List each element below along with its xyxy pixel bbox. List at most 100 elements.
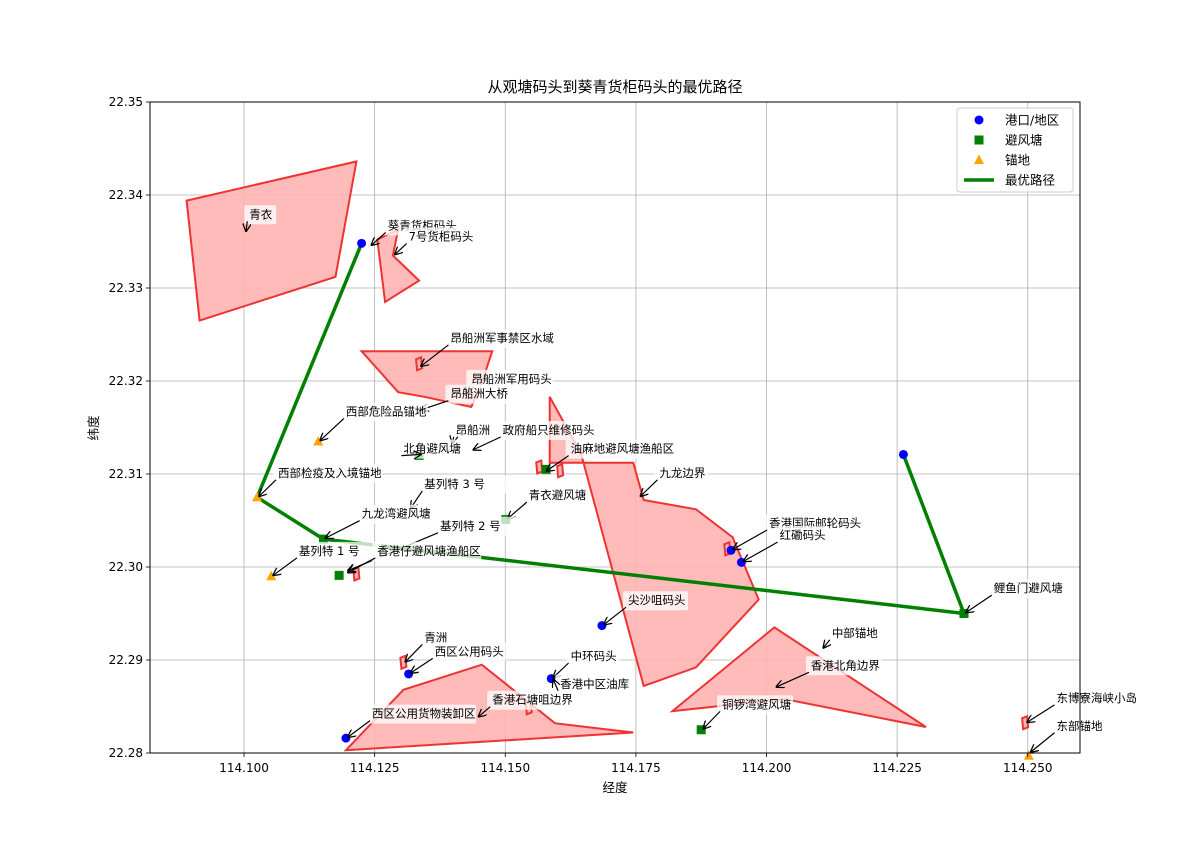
annotation-label: 7号货柜码头 (409, 230, 474, 244)
y-tick-label: 22.28 (109, 746, 143, 760)
axis-ticks: 114.100 114.125 114.150 114.175 114.200 114.2… (109, 95, 1053, 775)
annotation-arrow (405, 643, 423, 661)
annotation-arrow (259, 479, 277, 496)
anchorage-marker (313, 435, 324, 446)
annotation-label: 油麻地避风塘渔船区 (571, 442, 675, 456)
annotation-label: 香港中区油库 (560, 677, 629, 691)
annotation-label: 九龙湾避风塘 (362, 507, 431, 521)
annotation-box (244, 205, 277, 225)
port-marker (898, 449, 908, 459)
annotation-box (1051, 716, 1106, 736)
annotation-box (367, 704, 477, 724)
annotation-box (774, 526, 829, 546)
annotation-box (450, 421, 494, 441)
annotation-label: 西区公用码头 (435, 644, 504, 658)
annotation-arrow (508, 501, 528, 518)
y-tick-label: 22.34 (109, 188, 143, 202)
annotation-label: 尖沙咀码头 (628, 593, 686, 607)
annotation-box (429, 642, 506, 662)
annotation-arrow (604, 606, 627, 624)
y-tick-label: 22.31 (109, 467, 143, 481)
annotation-label: 青衣 (249, 207, 272, 221)
small-restricted-zone (535, 459, 544, 475)
port-marker (597, 621, 607, 631)
x-tick-label: 114.250 (1003, 761, 1053, 775)
annotation-label: 北角避风塘 (403, 442, 461, 456)
annotation-arrow (1027, 704, 1055, 722)
annotation-arrow (411, 657, 434, 673)
annotation-label: 中部锚地 (832, 626, 878, 640)
annotation-arrow (1031, 732, 1055, 752)
port-marker (726, 545, 736, 555)
annotation-arrow (273, 557, 298, 575)
annotation-box (555, 674, 632, 694)
annotation-label: 香港仔避风塘渔船区 (377, 544, 481, 558)
annotation-label: 西部危险品锚地 (346, 404, 427, 418)
x-tick-label: 114.225 (872, 761, 922, 775)
annotation-arrow (733, 529, 768, 549)
annotation-label: 基列特 2 号 (440, 519, 501, 533)
x-tick-label: 114.100 (219, 761, 269, 775)
y-tick-label: 22.29 (109, 653, 143, 667)
restricted-zone (548, 396, 760, 688)
annotation-label: 中环码头 (571, 649, 617, 663)
annotation-label: 政府船只维修码头 (503, 423, 595, 437)
annotation-label: 九龙边界 (659, 466, 705, 480)
annotation-arrow (401, 454, 421, 455)
annotation-arrow (348, 720, 371, 737)
annotation-arrow (479, 706, 491, 717)
annotation-box (1051, 688, 1139, 708)
annotation-box (654, 463, 709, 483)
annotations: 青衣葵青货柜码头7号货柜码头昂船洲军事禁区水域昂船洲军用码头昂船洲大桥西部危险品… (244, 205, 1139, 752)
annotation-box (805, 656, 882, 676)
annotation-label: 青衣避风塘 (529, 488, 587, 502)
annotation-box (340, 402, 428, 422)
y-axis-label: 纬度 (86, 415, 101, 441)
anchorage-marker (266, 570, 277, 581)
annotation-arrow (743, 541, 778, 561)
annotation-label: 鲤鱼门避风塘 (994, 581, 1063, 595)
annotation-arrow (703, 710, 721, 728)
legend-anchorage-swatch (974, 154, 984, 164)
anchorage-marker (252, 491, 263, 502)
legend-label: 避风塘 (1005, 133, 1043, 148)
annotation-box (445, 328, 555, 348)
x-tick-label: 114.125 (350, 761, 400, 775)
annotation-box (717, 695, 794, 715)
annotation-box (623, 591, 689, 611)
shelter-marker (334, 570, 344, 580)
x-axis-label: 经度 (602, 780, 628, 795)
legend-label: 锚地 (1005, 153, 1031, 168)
annotation-box (293, 541, 381, 561)
anchorage-marker (1023, 750, 1034, 760)
annotation-label: 香港北角边界 (811, 658, 880, 672)
annotation-box (434, 516, 522, 536)
annotation-label: 昂船洲 (456, 423, 491, 437)
restricted-zone (185, 160, 358, 322)
annotation-label: 昂船洲军事禁区水域 (450, 331, 554, 345)
small-restricted-zone (1021, 714, 1030, 731)
port-marker (736, 557, 746, 567)
x-tick-label: 114.200 (742, 761, 792, 775)
annotation-arrow (371, 231, 387, 245)
small-restricted-zone (399, 654, 408, 671)
annotation-arrow (246, 221, 247, 231)
annotation-box (487, 690, 575, 710)
annotation-arrow (325, 520, 360, 538)
annotation-arrow (473, 436, 501, 450)
x-tick-label: 114.175 (611, 761, 661, 775)
y-tick-label: 22.30 (109, 560, 143, 574)
annotation-arrow (776, 671, 810, 687)
annotation-arrow (348, 557, 376, 573)
y-tick-label: 22.35 (109, 95, 143, 109)
legend-label: 港口/地区 (1005, 113, 1059, 128)
annotation-label: 香港石塘咀边界 (492, 693, 573, 707)
annotation-box (372, 541, 482, 561)
annotation-box (565, 439, 675, 459)
annotation-label: 东博寮海峡小岛 (1056, 691, 1137, 705)
y-tick-label: 22.32 (109, 374, 143, 388)
annotation-box (497, 421, 596, 441)
legend-label: 最优路径 (1005, 173, 1055, 188)
plot-frame (149, 101, 1081, 754)
y-tick-label: 22.33 (109, 281, 143, 295)
